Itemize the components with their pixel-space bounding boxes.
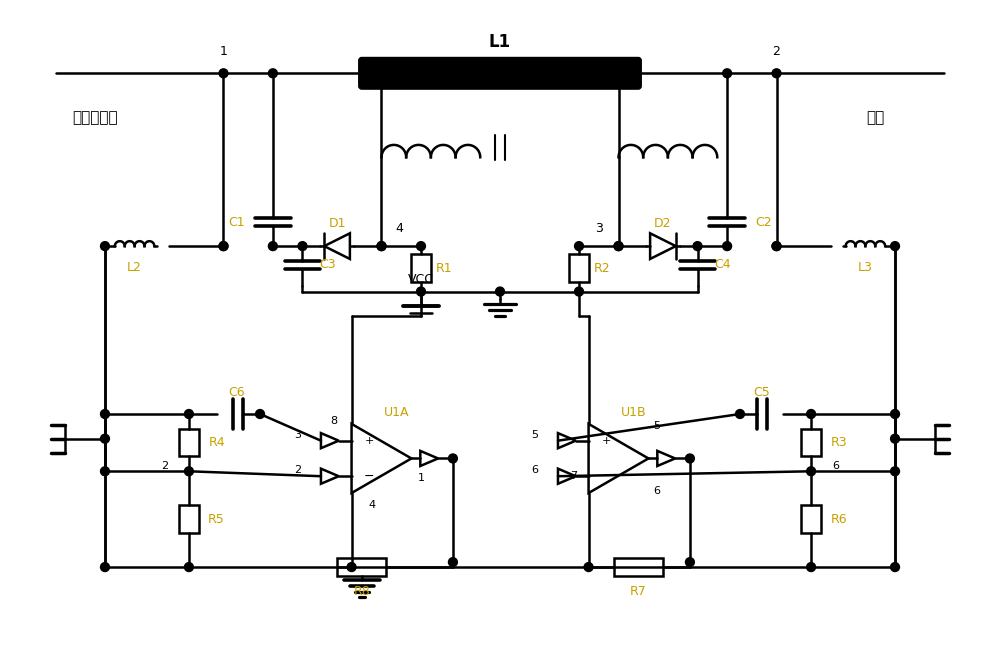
Text: 2: 2 (773, 45, 780, 58)
Circle shape (219, 242, 228, 251)
Circle shape (184, 409, 193, 419)
Text: 3: 3 (595, 222, 603, 235)
Text: C3: C3 (319, 259, 335, 271)
Text: R7: R7 (630, 586, 647, 598)
Circle shape (575, 242, 583, 251)
Circle shape (685, 557, 694, 567)
Bar (614, 558, 663, 576)
Circle shape (891, 563, 899, 572)
Text: D2: D2 (654, 217, 672, 230)
Text: +: + (365, 436, 374, 446)
Bar (569, 254, 589, 281)
Circle shape (298, 242, 307, 251)
Circle shape (219, 69, 228, 78)
Text: 6: 6 (832, 462, 839, 472)
Bar (179, 429, 199, 456)
Text: 5: 5 (531, 429, 538, 440)
Text: −: − (364, 470, 375, 482)
Bar (801, 505, 821, 533)
Circle shape (584, 563, 593, 572)
Text: 8: 8 (330, 416, 337, 426)
Text: 4: 4 (368, 500, 375, 510)
Circle shape (807, 563, 816, 572)
Text: 1: 1 (220, 45, 227, 58)
Text: +: + (602, 436, 611, 446)
Circle shape (417, 287, 425, 296)
Circle shape (101, 467, 109, 476)
Text: R6: R6 (830, 513, 847, 526)
Circle shape (101, 409, 109, 419)
Circle shape (219, 242, 228, 251)
Text: D1: D1 (328, 217, 346, 230)
Circle shape (256, 409, 264, 419)
Text: R3: R3 (830, 436, 847, 449)
Text: 4: 4 (395, 222, 403, 235)
Text: 6: 6 (653, 486, 660, 496)
Circle shape (807, 409, 816, 419)
Text: R8: R8 (353, 586, 370, 598)
Text: 天线: 天线 (866, 111, 884, 125)
Bar (801, 429, 821, 456)
Circle shape (772, 242, 781, 251)
Circle shape (496, 287, 504, 296)
FancyBboxPatch shape (359, 58, 641, 89)
Circle shape (693, 242, 702, 251)
Text: U1B: U1B (621, 405, 646, 419)
Text: 5: 5 (653, 421, 660, 431)
Circle shape (772, 242, 781, 251)
Circle shape (891, 409, 899, 419)
Circle shape (417, 242, 425, 251)
Circle shape (575, 287, 583, 296)
Text: C2: C2 (755, 216, 771, 229)
Circle shape (891, 242, 899, 251)
Bar (411, 254, 431, 281)
Circle shape (807, 467, 816, 476)
Circle shape (184, 467, 193, 476)
Text: 2: 2 (161, 462, 168, 472)
Text: R4: R4 (208, 436, 225, 449)
Text: L1: L1 (489, 33, 511, 51)
Text: R5: R5 (208, 513, 225, 526)
Circle shape (614, 242, 623, 251)
Circle shape (101, 242, 109, 251)
Circle shape (347, 563, 356, 572)
Circle shape (377, 242, 386, 251)
Circle shape (101, 434, 109, 443)
Circle shape (448, 557, 457, 567)
Circle shape (377, 242, 386, 251)
Text: R1: R1 (435, 263, 452, 275)
Circle shape (723, 242, 732, 251)
Circle shape (723, 69, 732, 78)
Text: C5: C5 (753, 386, 770, 399)
Circle shape (101, 563, 109, 572)
Bar (337, 558, 386, 576)
Circle shape (268, 69, 277, 78)
Text: −: − (601, 470, 612, 482)
Circle shape (268, 242, 277, 251)
Circle shape (614, 242, 623, 251)
Text: C1: C1 (229, 216, 245, 229)
Circle shape (772, 69, 781, 78)
Text: C6: C6 (228, 386, 245, 399)
Text: C4: C4 (714, 259, 731, 271)
Text: 6: 6 (531, 465, 538, 475)
Text: 功率放大器: 功率放大器 (72, 111, 118, 125)
Text: 3: 3 (294, 429, 301, 440)
Text: R2: R2 (593, 263, 610, 275)
Text: 7: 7 (570, 471, 577, 481)
Circle shape (685, 454, 694, 463)
Text: VCC: VCC (408, 273, 434, 286)
Text: L2: L2 (127, 261, 142, 274)
Text: L3: L3 (858, 261, 873, 274)
Text: 1: 1 (418, 473, 425, 483)
Circle shape (184, 563, 193, 572)
Circle shape (448, 454, 457, 463)
Circle shape (736, 409, 744, 419)
Circle shape (891, 434, 899, 443)
Circle shape (891, 467, 899, 476)
Bar (179, 505, 199, 533)
Text: U1A: U1A (384, 405, 409, 419)
Text: 2: 2 (294, 465, 301, 475)
